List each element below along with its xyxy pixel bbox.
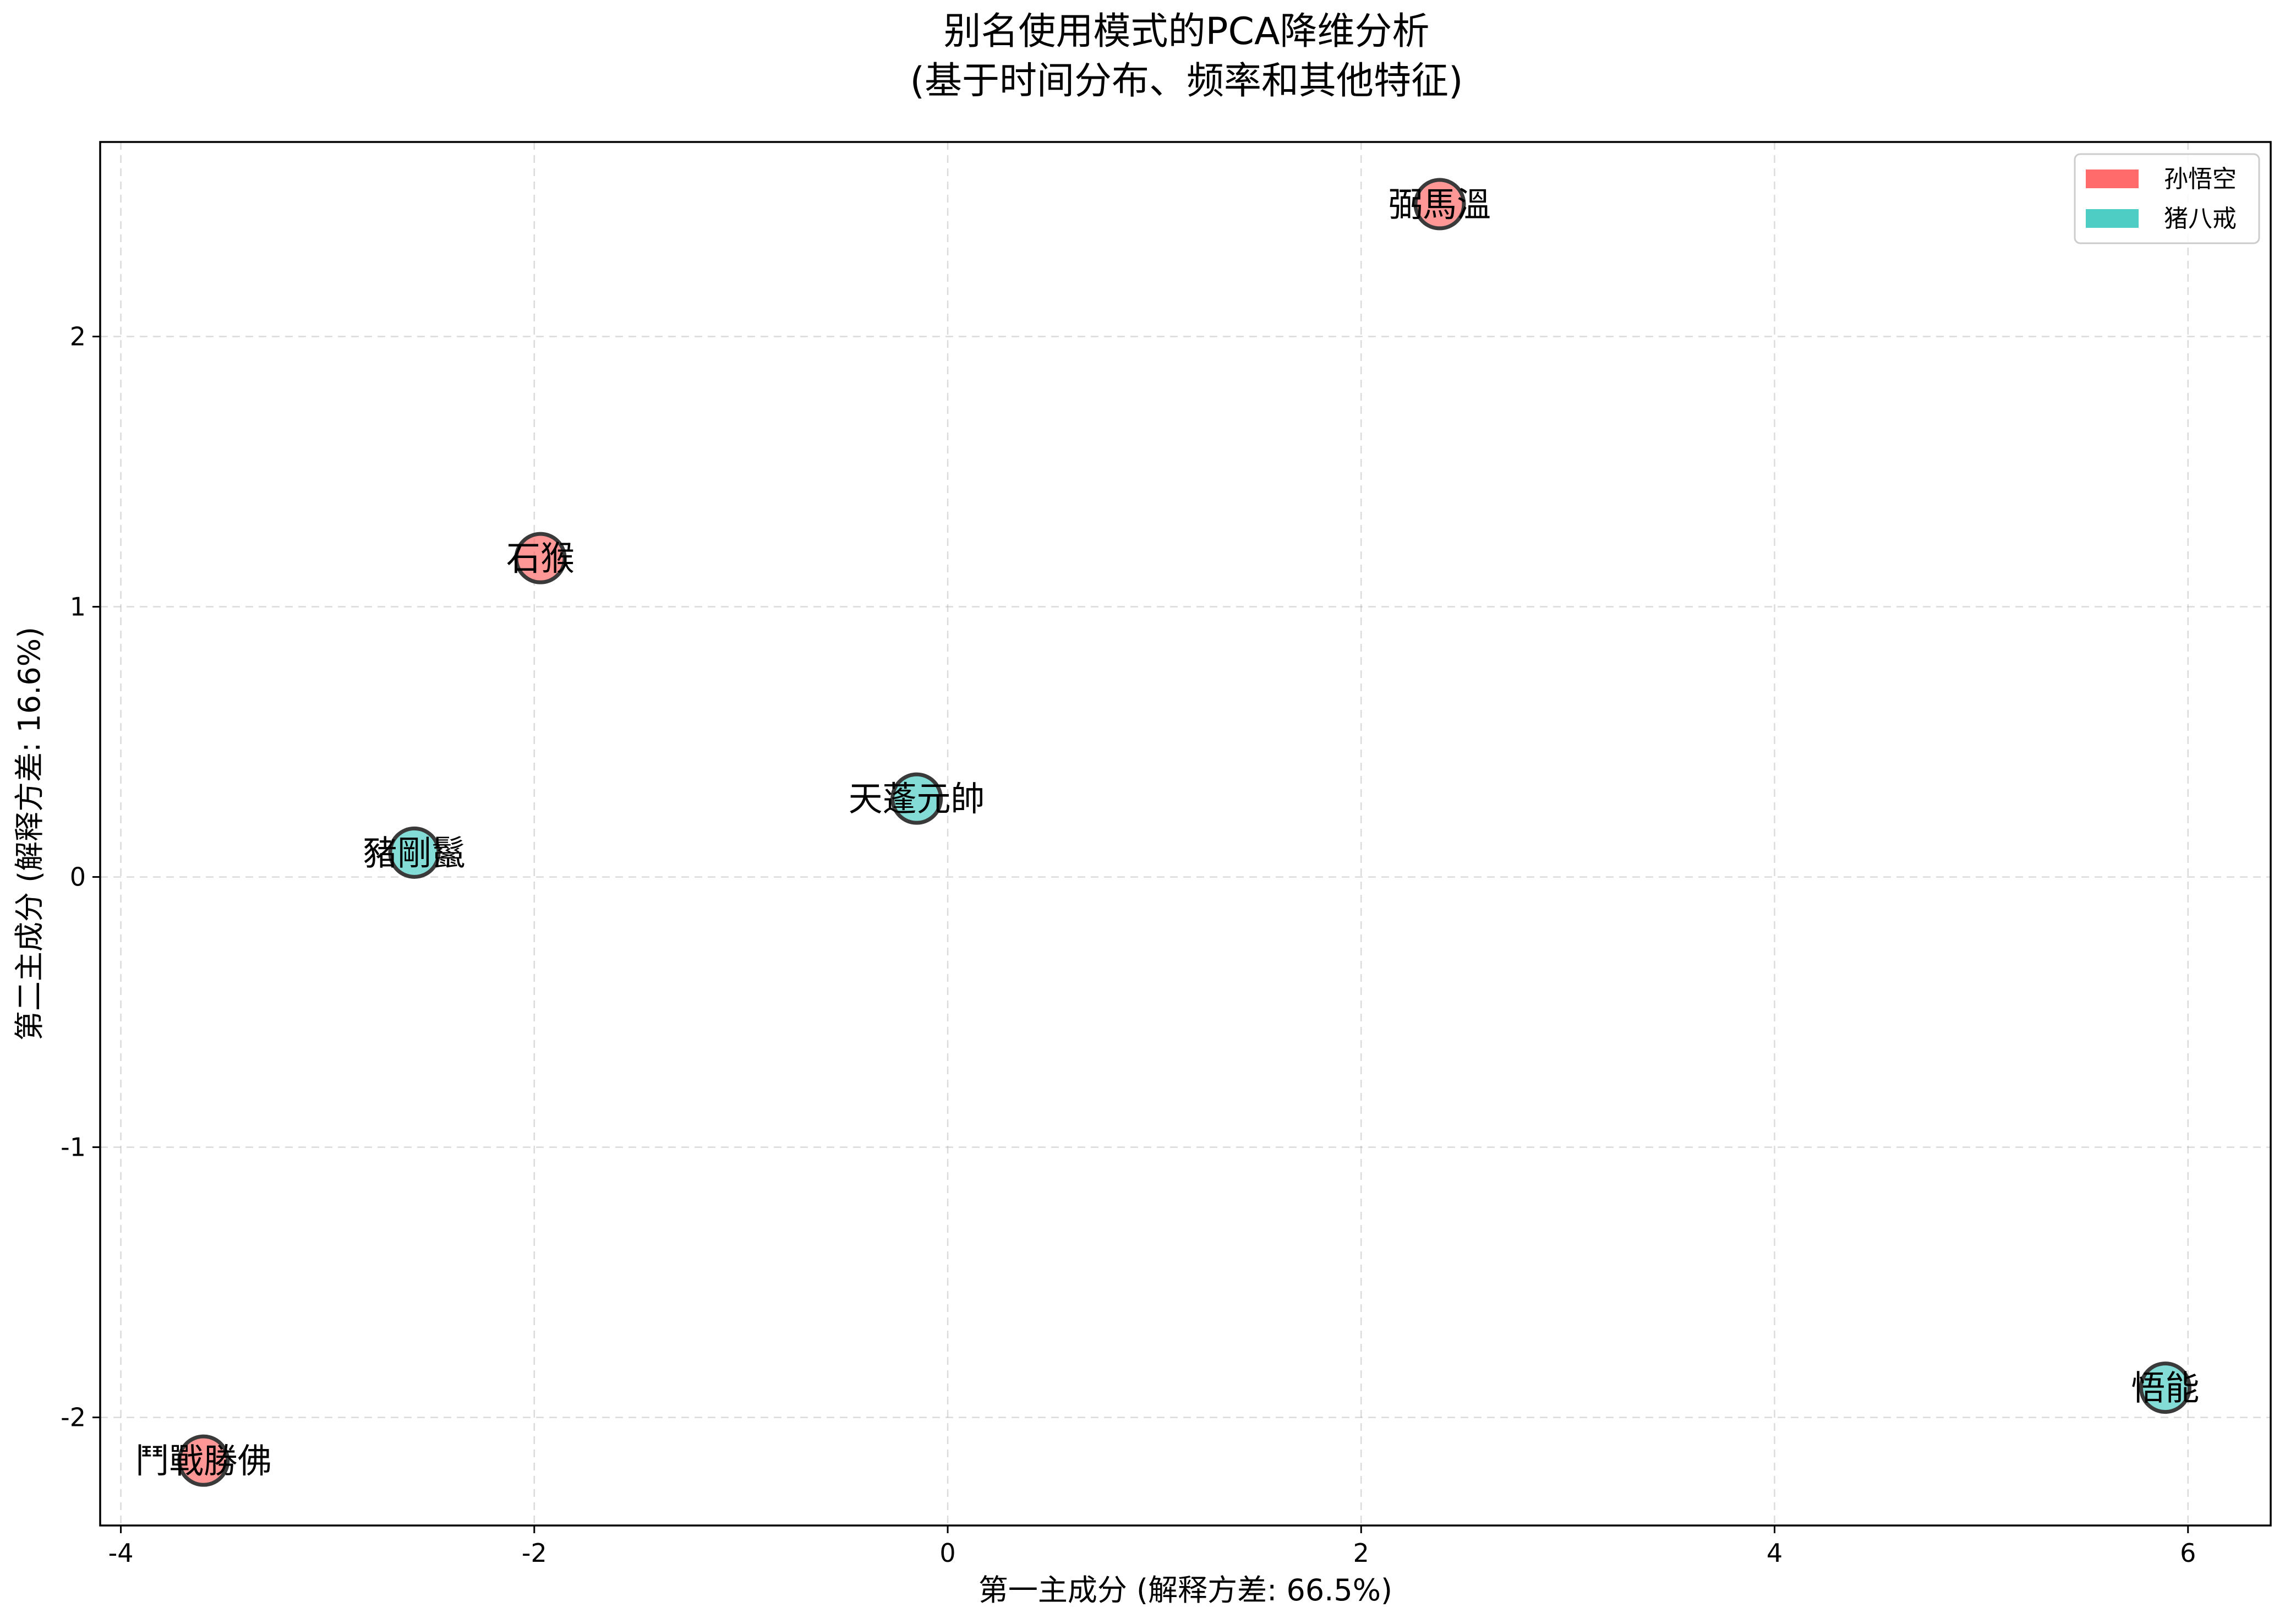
y-tick-label: -1	[61, 1133, 86, 1162]
chart-subtitle: (基于时间分布、频率和其他特征)	[910, 59, 1463, 103]
x-tick-label: 6	[2180, 1538, 2196, 1568]
legend-label: 孙悟空	[2164, 165, 2237, 193]
legend-swatch	[2086, 169, 2139, 188]
x-tick-label: 2	[1353, 1538, 1369, 1568]
x-tick-label: -4	[108, 1538, 134, 1568]
plot-frame	[99, 141, 2272, 1527]
data-point	[388, 826, 441, 879]
x-axis-ticks: -4 -2 0 2 4 6	[108, 1525, 2196, 1568]
point-label: 石猴	[506, 538, 575, 578]
x-tick-label: 4	[1767, 1538, 1783, 1568]
data-point	[1413, 178, 1466, 231]
x-tick-label: -2	[522, 1538, 547, 1568]
y-tick-label: 2	[70, 322, 86, 352]
data-point	[890, 772, 943, 825]
legend-swatch	[2086, 209, 2139, 228]
point-label: 弼馬溫	[1389, 184, 1491, 225]
x-axis-label: 第一主成分 (解释方差: 66.5%)	[978, 1573, 1392, 1607]
y-tick-label: -2	[61, 1403, 86, 1432]
y-axis-label: 第二主成分 (解释方差: 16.6%)	[12, 627, 47, 1041]
point-label: 豬剛鬣	[363, 833, 466, 873]
point-label: 悟能	[2131, 1368, 2199, 1408]
data-point	[514, 532, 567, 584]
point-label: 天蓬元帥	[849, 779, 985, 819]
x-tick-label: 0	[939, 1538, 955, 1568]
grid-lines	[100, 142, 2271, 1525]
data-point	[177, 1434, 230, 1487]
y-tick-label: 1	[70, 592, 86, 622]
y-axis-ticks: -2 -1 0 1 2	[61, 322, 100, 1432]
point-label: 鬥戰勝佛	[135, 1441, 272, 1481]
y-tick-label: 0	[70, 862, 86, 892]
chart-title: 别名使用模式的PCA降维分析	[943, 10, 1429, 53]
data-point	[2139, 1361, 2191, 1414]
legend-label: 猪八戒	[2164, 205, 2237, 233]
